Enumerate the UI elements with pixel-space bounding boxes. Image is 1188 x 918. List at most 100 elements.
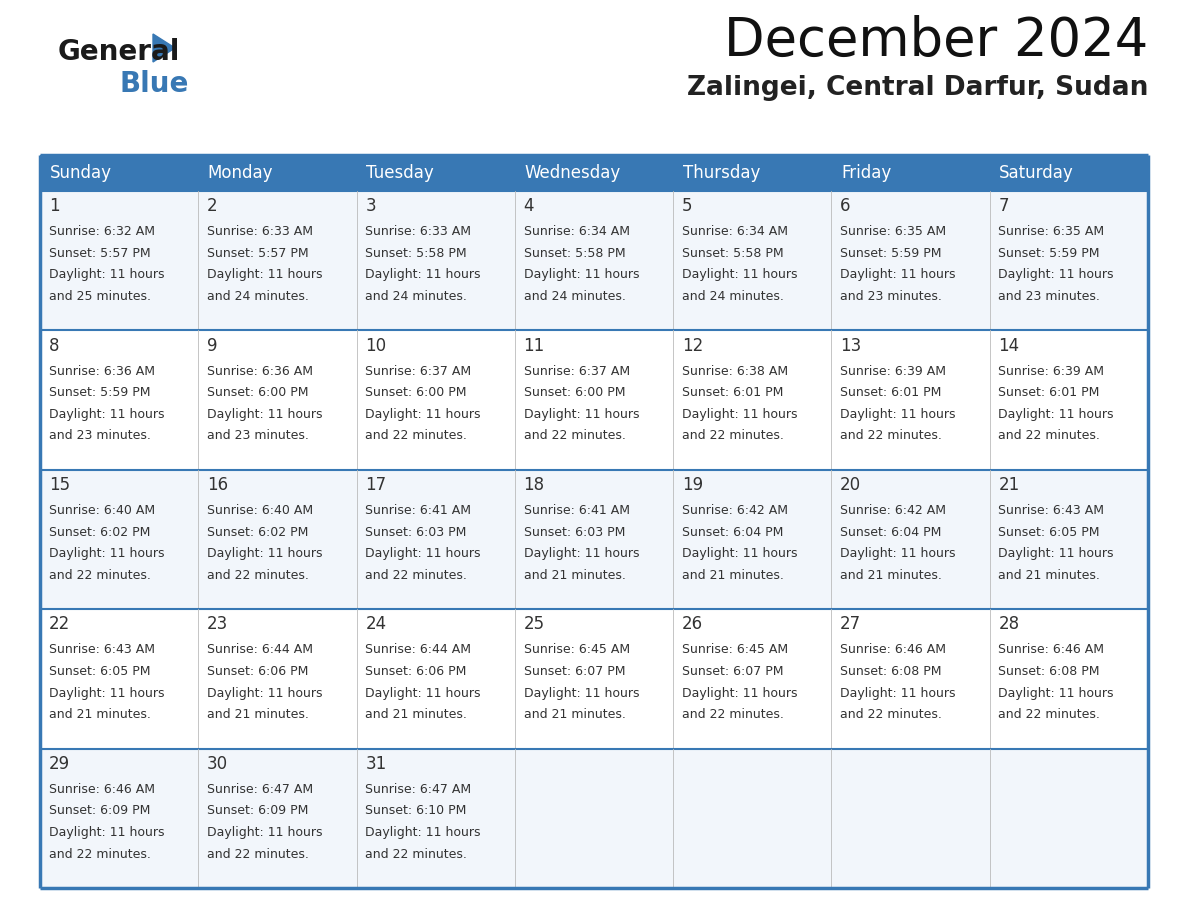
Text: Sunset: 6:04 PM: Sunset: 6:04 PM: [840, 526, 942, 539]
Text: Daylight: 11 hours: Daylight: 11 hours: [682, 268, 797, 281]
Text: Sunset: 5:58 PM: Sunset: 5:58 PM: [365, 247, 467, 260]
Bar: [40, 470, 198, 610]
Text: Sunrise: 6:44 AM: Sunrise: 6:44 AM: [365, 644, 472, 656]
Text: Daylight: 11 hours: Daylight: 11 hours: [524, 687, 639, 700]
Text: Sunrise: 6:37 AM: Sunrise: 6:37 AM: [365, 364, 472, 377]
Text: Sunset: 5:59 PM: Sunset: 5:59 PM: [840, 247, 942, 260]
Text: Sunrise: 6:45 AM: Sunrise: 6:45 AM: [682, 644, 788, 656]
Text: Sunset: 5:58 PM: Sunset: 5:58 PM: [682, 247, 783, 260]
Text: 20: 20: [840, 476, 861, 494]
Polygon shape: [153, 34, 175, 62]
Text: 7: 7: [998, 197, 1009, 216]
Text: and 24 minutes.: and 24 minutes.: [365, 290, 467, 303]
Text: and 23 minutes.: and 23 minutes.: [998, 290, 1100, 303]
Text: 16: 16: [207, 476, 228, 494]
Bar: [832, 155, 990, 191]
Bar: [832, 610, 990, 748]
Text: 28: 28: [998, 615, 1019, 633]
Text: and 24 minutes.: and 24 minutes.: [524, 290, 625, 303]
Text: and 21 minutes.: and 21 minutes.: [207, 708, 309, 722]
Bar: [356, 155, 514, 191]
Bar: [356, 191, 514, 330]
Text: Daylight: 11 hours: Daylight: 11 hours: [840, 268, 955, 281]
Text: 2: 2: [207, 197, 217, 216]
Bar: [990, 155, 1148, 191]
Text: 9: 9: [207, 337, 217, 354]
Text: Daylight: 11 hours: Daylight: 11 hours: [365, 268, 481, 281]
Text: Sunrise: 6:35 AM: Sunrise: 6:35 AM: [840, 225, 947, 238]
Text: and 22 minutes.: and 22 minutes.: [682, 708, 784, 722]
Text: Sunrise: 6:41 AM: Sunrise: 6:41 AM: [365, 504, 472, 517]
Text: Saturday: Saturday: [999, 164, 1074, 182]
Text: Sunset: 6:10 PM: Sunset: 6:10 PM: [365, 804, 467, 817]
Text: 19: 19: [682, 476, 703, 494]
Text: Sunrise: 6:37 AM: Sunrise: 6:37 AM: [524, 364, 630, 377]
Text: Sunset: 6:00 PM: Sunset: 6:00 PM: [524, 386, 625, 399]
Bar: [514, 155, 674, 191]
Text: Daylight: 11 hours: Daylight: 11 hours: [998, 687, 1114, 700]
Text: 6: 6: [840, 197, 851, 216]
Text: 27: 27: [840, 615, 861, 633]
Text: Sunrise: 6:40 AM: Sunrise: 6:40 AM: [49, 504, 154, 517]
Text: Sunset: 5:58 PM: Sunset: 5:58 PM: [524, 247, 625, 260]
Text: and 22 minutes.: and 22 minutes.: [365, 430, 467, 442]
Text: Sunrise: 6:34 AM: Sunrise: 6:34 AM: [682, 225, 788, 238]
Text: Zalingei, Central Darfur, Sudan: Zalingei, Central Darfur, Sudan: [687, 75, 1148, 101]
Bar: [990, 610, 1148, 748]
Text: 29: 29: [49, 755, 70, 773]
Bar: [514, 191, 674, 330]
Bar: [674, 610, 832, 748]
Bar: [198, 470, 356, 610]
Text: 18: 18: [524, 476, 544, 494]
Text: and 22 minutes.: and 22 minutes.: [998, 708, 1100, 722]
Text: and 22 minutes.: and 22 minutes.: [207, 847, 309, 860]
Text: 24: 24: [365, 615, 386, 633]
Text: Sunset: 6:03 PM: Sunset: 6:03 PM: [524, 526, 625, 539]
Text: 14: 14: [998, 337, 1019, 354]
Bar: [356, 470, 514, 610]
Text: Monday: Monday: [208, 164, 273, 182]
Text: and 23 minutes.: and 23 minutes.: [49, 430, 151, 442]
Text: and 22 minutes.: and 22 minutes.: [840, 430, 942, 442]
Text: Sunset: 6:08 PM: Sunset: 6:08 PM: [998, 665, 1100, 678]
Text: and 22 minutes.: and 22 minutes.: [840, 708, 942, 722]
Text: Sunrise: 6:43 AM: Sunrise: 6:43 AM: [49, 644, 154, 656]
Text: and 22 minutes.: and 22 minutes.: [998, 430, 1100, 442]
Bar: [514, 470, 674, 610]
Text: Sunrise: 6:32 AM: Sunrise: 6:32 AM: [49, 225, 154, 238]
Text: Daylight: 11 hours: Daylight: 11 hours: [524, 268, 639, 281]
Text: Sunrise: 6:42 AM: Sunrise: 6:42 AM: [840, 504, 946, 517]
Text: 8: 8: [49, 337, 59, 354]
Bar: [356, 330, 514, 470]
Text: 13: 13: [840, 337, 861, 354]
Text: Sunrise: 6:46 AM: Sunrise: 6:46 AM: [998, 644, 1105, 656]
Text: Sunrise: 6:39 AM: Sunrise: 6:39 AM: [840, 364, 946, 377]
Text: Sunset: 5:57 PM: Sunset: 5:57 PM: [49, 247, 151, 260]
Text: Daylight: 11 hours: Daylight: 11 hours: [524, 408, 639, 420]
Text: Thursday: Thursday: [683, 164, 760, 182]
Text: Daylight: 11 hours: Daylight: 11 hours: [49, 408, 164, 420]
Text: Daylight: 11 hours: Daylight: 11 hours: [998, 547, 1114, 560]
Text: and 23 minutes.: and 23 minutes.: [207, 430, 309, 442]
Text: 21: 21: [998, 476, 1019, 494]
Text: and 21 minutes.: and 21 minutes.: [49, 708, 151, 722]
Text: and 21 minutes.: and 21 minutes.: [998, 569, 1100, 582]
Text: Daylight: 11 hours: Daylight: 11 hours: [49, 547, 164, 560]
Text: 17: 17: [365, 476, 386, 494]
Bar: [990, 330, 1148, 470]
Text: Sunrise: 6:38 AM: Sunrise: 6:38 AM: [682, 364, 788, 377]
Bar: [40, 191, 198, 330]
Text: Sunrise: 6:44 AM: Sunrise: 6:44 AM: [207, 644, 312, 656]
Text: Sunset: 5:59 PM: Sunset: 5:59 PM: [49, 386, 150, 399]
Bar: [356, 610, 514, 748]
Text: Daylight: 11 hours: Daylight: 11 hours: [207, 268, 322, 281]
Text: and 21 minutes.: and 21 minutes.: [840, 569, 942, 582]
Text: 15: 15: [49, 476, 70, 494]
Text: Daylight: 11 hours: Daylight: 11 hours: [207, 408, 322, 420]
Text: Sunrise: 6:46 AM: Sunrise: 6:46 AM: [840, 644, 946, 656]
Bar: [674, 191, 832, 330]
Text: Sunset: 6:07 PM: Sunset: 6:07 PM: [524, 665, 625, 678]
Bar: [832, 191, 990, 330]
Text: Sunrise: 6:45 AM: Sunrise: 6:45 AM: [524, 644, 630, 656]
Text: 5: 5: [682, 197, 693, 216]
